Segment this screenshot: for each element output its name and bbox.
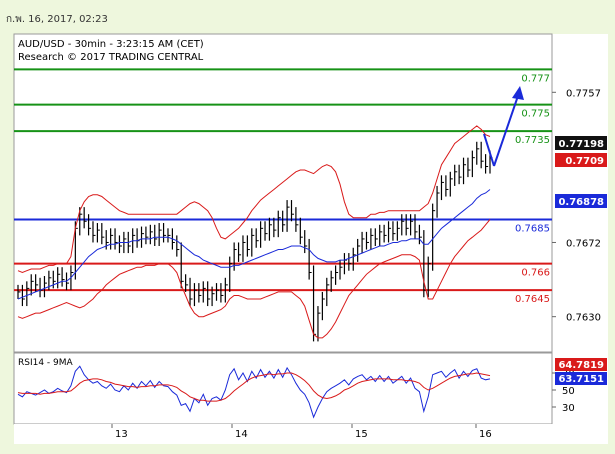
rsi-badge-label-0: 64.7819 bbox=[558, 360, 604, 371]
price-badge-label-2: 0.76878 bbox=[558, 197, 604, 208]
chart-subtitle: Research © 2017 TRADING CENTRAL bbox=[18, 52, 204, 63]
rsi-tick-label-1: 50 bbox=[562, 386, 575, 397]
time-tick-label-2: 15 bbox=[355, 429, 368, 440]
time-tick-label-1: 14 bbox=[235, 429, 248, 440]
level-label-4: 0.766 bbox=[521, 268, 550, 279]
price-tick-label-1: 0.7672 bbox=[566, 238, 601, 249]
time-axis bbox=[14, 424, 608, 444]
price-badge-2 bbox=[555, 194, 607, 208]
series-bb_lower bbox=[17, 219, 491, 339]
top-bar: ก.พ. 16, 2017, 02:23 bbox=[0, 0, 615, 30]
time-tick-label-3: 16 bbox=[479, 429, 492, 440]
level-label-1: 0.775 bbox=[521, 109, 550, 120]
support-resistance-levels: 0.777 0.775 0.7735 0.7685 0.766 0.7645 bbox=[14, 68, 552, 305]
axis-ticks: 7050300.77570.76720.7630131415160.771980… bbox=[111, 88, 607, 440]
series-rsi_ma bbox=[17, 372, 491, 402]
rsi-panel bbox=[13, 352, 553, 425]
rsi-badge-1 bbox=[555, 372, 607, 385]
price-badge-1 bbox=[555, 153, 607, 167]
price-badge-label-0: 0.77198 bbox=[558, 139, 604, 150]
series-ma bbox=[17, 189, 491, 300]
projection-arrow bbox=[483, 86, 524, 167]
datetime-label: ก.พ. 16, 2017, 02:23 bbox=[6, 14, 108, 25]
price-tick-label-0: 0.7757 bbox=[566, 88, 601, 99]
level-label-0: 0.777 bbox=[521, 73, 550, 84]
rsi-series-group bbox=[17, 365, 491, 419]
series-rsi bbox=[17, 365, 491, 419]
price-tick-label-2: 0.7630 bbox=[566, 313, 601, 324]
series-bb_upper bbox=[17, 125, 491, 274]
price-series-group bbox=[17, 125, 493, 342]
level-label-2: 0.7735 bbox=[515, 135, 550, 146]
level-label-5: 0.7645 bbox=[515, 294, 550, 305]
rsi-tick-label-2: 30 bbox=[562, 403, 575, 414]
price-badge-0 bbox=[555, 136, 607, 150]
price-panel bbox=[13, 33, 553, 353]
rsi-badge-label-1: 63.7151 bbox=[558, 374, 604, 385]
time-tick-label-0: 13 bbox=[115, 429, 128, 440]
level-label-3: 0.7685 bbox=[515, 224, 550, 235]
rsi-label: RSI14 - 9MA bbox=[18, 358, 74, 368]
chart-title: AUD/USD - 30min - 3:23:15 AM (CET) bbox=[18, 39, 204, 50]
rsi-badge-0 bbox=[555, 358, 607, 371]
price-badge-label-1: 0.7709 bbox=[565, 156, 604, 167]
